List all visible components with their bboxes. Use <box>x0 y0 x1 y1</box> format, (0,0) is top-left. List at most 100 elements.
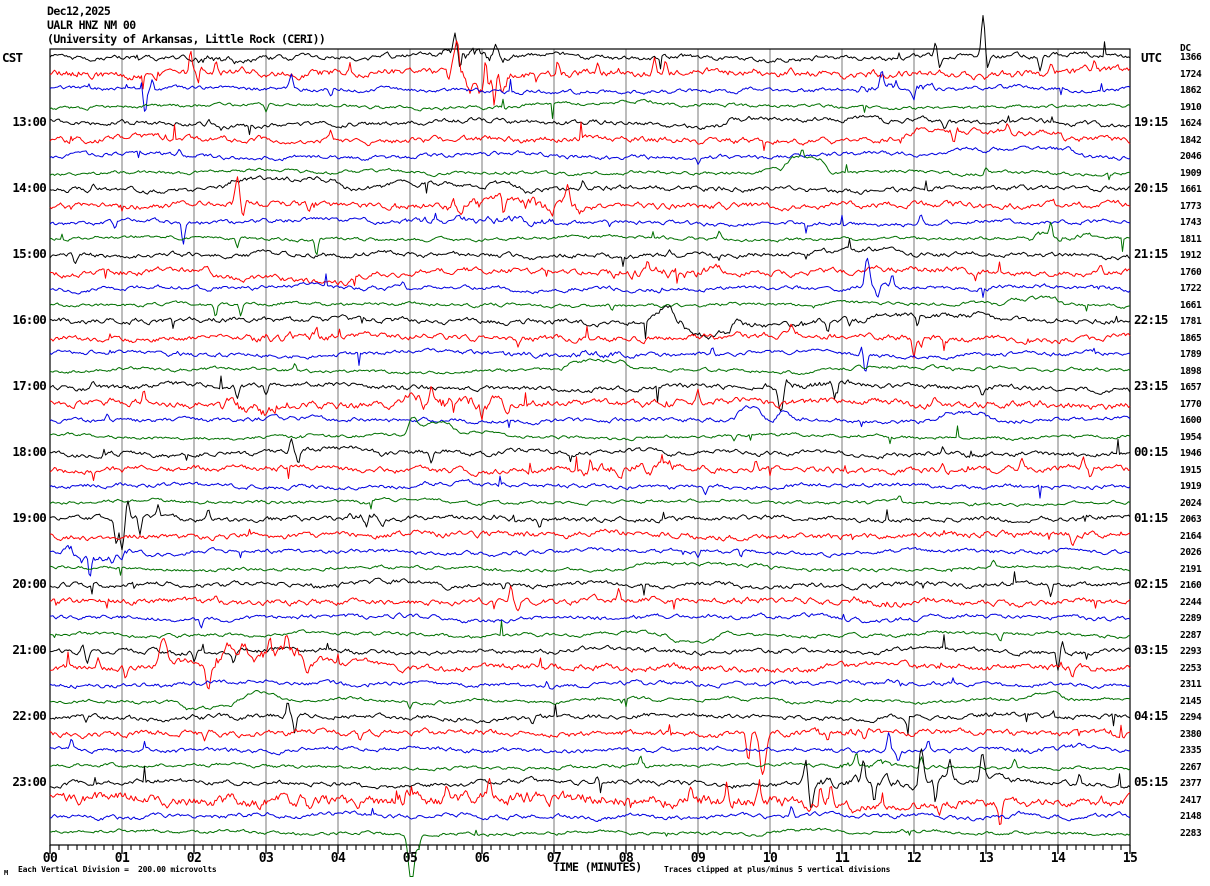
cst-hour-label: 20:00 <box>12 576 46 591</box>
seismogram-trace-row-46 <box>49 806 1131 822</box>
seismogram-trace-row-20 <box>49 375 1131 412</box>
seismogram-trace-row-27 <box>49 495 1131 510</box>
minute-tick-label: 05 <box>402 851 418 866</box>
x-axis-title: TIME (MINUTES) <box>553 860 642 874</box>
dc-column-label: DC <box>1180 43 1191 54</box>
dc-offset-value: 1760 <box>1180 266 1202 278</box>
scale-note: Each Vertical Division = 200.00 microvol… <box>18 865 217 874</box>
minute-tick-label: 06 <box>474 851 490 866</box>
cst-hour-label: 16:00 <box>12 312 46 327</box>
dc-offset-value: 2377 <box>1180 778 1202 789</box>
seismogram-trace-row-0 <box>49 15 1131 72</box>
minute-tick-label: 01 <box>114 851 130 866</box>
seismogram-trace-row-1 <box>49 40 1131 106</box>
dc-offset-value: 1842 <box>1180 134 1202 146</box>
seismogram-trace-row-32 <box>49 571 1131 598</box>
dc-offset-value: 1722 <box>1180 283 1202 294</box>
dc-offset-value: 2283 <box>1180 827 1202 839</box>
dc-offset-value: 1770 <box>1180 398 1202 410</box>
dc-offset-value: 2145 <box>1180 695 1202 707</box>
dc-offset-value: 1862 <box>1180 85 1202 96</box>
dc-offset-value: 1724 <box>1180 68 1202 80</box>
utc-hour-label: 21:15 <box>1134 246 1168 261</box>
cst-hour-label: 22:00 <box>12 708 46 723</box>
seismogram-trace-row-35 <box>50 620 1131 644</box>
seismogram-trace-row-43 <box>49 753 1131 772</box>
dc-offset-value: 1909 <box>1180 167 1202 179</box>
dc-offset-value: 2335 <box>1180 745 1202 756</box>
dc-offset-value: 2311 <box>1180 679 1202 690</box>
dc-offset-value: 1366 <box>1180 52 1202 63</box>
cst-hour-label: 15:00 <box>12 246 46 261</box>
seismogram-trace-row-41 <box>49 724 1131 775</box>
header-date: Dec12,2025 <box>47 4 111 18</box>
seismogram-trace-row-9 <box>49 176 1131 217</box>
right-timezone-label: UTC <box>1141 50 1162 65</box>
minute-tick-label: 14 <box>1050 851 1066 866</box>
seismogram-trace-row-15 <box>49 295 1131 317</box>
seismogram-trace-row-31 <box>49 559 1131 576</box>
seismogram-trace-row-26 <box>49 475 1131 499</box>
dc-offset-value: 1912 <box>1180 250 1202 261</box>
dc-offset-value: 1624 <box>1180 118 1202 129</box>
dc-offset-value: 1910 <box>1180 101 1202 113</box>
seismogram-trace-row-29 <box>50 528 1131 547</box>
cst-hour-label: 14:00 <box>12 180 46 195</box>
watermark-glyph: M <box>4 869 9 877</box>
dc-offset-value: 1600 <box>1180 415 1202 426</box>
seismogram-trace-row-47 <box>49 827 1131 877</box>
utc-hour-label: 05:15 <box>1134 774 1168 789</box>
utc-hour-label: 20:15 <box>1134 180 1168 195</box>
seismogram-trace-row-33 <box>49 585 1131 612</box>
seismogram-trace-row-13 <box>49 261 1131 287</box>
dc-offset-value: 2164 <box>1180 530 1202 542</box>
dc-offset-value: 1661 <box>1180 184 1202 195</box>
dc-offset-value: 2191 <box>1180 563 1202 575</box>
dc-offset-value: 1661 <box>1180 299 1202 311</box>
dc-offset-value: 1789 <box>1180 349 1202 360</box>
dc-offset-value: 2160 <box>1180 580 1202 591</box>
seismogram-trace-row-5 <box>49 121 1131 151</box>
cst-hour-label: 17:00 <box>12 378 46 393</box>
dc-offset-value: 1781 <box>1180 316 1202 327</box>
dc-offset-value: 2063 <box>1180 514 1202 525</box>
seismogram-trace-row-40 <box>49 702 1131 736</box>
minute-tick-label: 11 <box>834 851 850 866</box>
dc-offset-value: 2267 <box>1180 761 1202 773</box>
cst-hour-label: 19:00 <box>12 510 46 525</box>
seismogram-trace-row-21 <box>49 386 1131 421</box>
dc-offset-value: 1919 <box>1180 481 1202 492</box>
minute-tick-label: 10 <box>762 851 778 866</box>
dc-offset-value: 2024 <box>1180 497 1202 509</box>
seismogram-trace-row-4 <box>49 114 1131 136</box>
plot-frame <box>49 48 1131 846</box>
dc-offset-value: 2293 <box>1180 646 1202 657</box>
cst-hour-label: 23:00 <box>12 774 46 789</box>
utc-hour-label: 19:15 <box>1134 114 1168 129</box>
left-timezone-label: CST <box>2 50 23 65</box>
seismogram-trace-row-2 <box>49 71 1131 112</box>
seismogram-trace-row-14 <box>49 257 1131 298</box>
cst-hour-label: 21:00 <box>12 642 46 657</box>
seismogram-trace-row-34 <box>49 612 1131 629</box>
dc-offset-value: 2417 <box>1180 794 1202 806</box>
seismogram-trace-row-23 <box>50 416 1131 445</box>
seismogram-trace-row-10 <box>49 212 1131 245</box>
utc-hour-label: 01:15 <box>1134 510 1168 525</box>
cst-hour-label: 13:00 <box>12 114 46 129</box>
utc-hour-label: 03:15 <box>1134 642 1168 657</box>
dc-offset-value: 2289 <box>1180 613 1202 624</box>
seismogram-trace-row-17 <box>50 323 1131 359</box>
minute-tick-label: 12 <box>906 851 922 866</box>
seismogram-trace-row-7 <box>49 149 1130 181</box>
seismogram-trace-row-3 <box>49 98 1131 119</box>
dc-offset-value: 1865 <box>1180 332 1202 344</box>
minute-tick-label: 07 <box>546 851 562 866</box>
dc-offset-value: 1954 <box>1180 431 1202 443</box>
seismogram-trace-row-36 <box>49 634 1131 671</box>
seismogram-trace-row-18 <box>49 346 1131 372</box>
dc-offset-value: 1898 <box>1180 365 1202 377</box>
seismogram-trace-row-22 <box>49 405 1131 428</box>
